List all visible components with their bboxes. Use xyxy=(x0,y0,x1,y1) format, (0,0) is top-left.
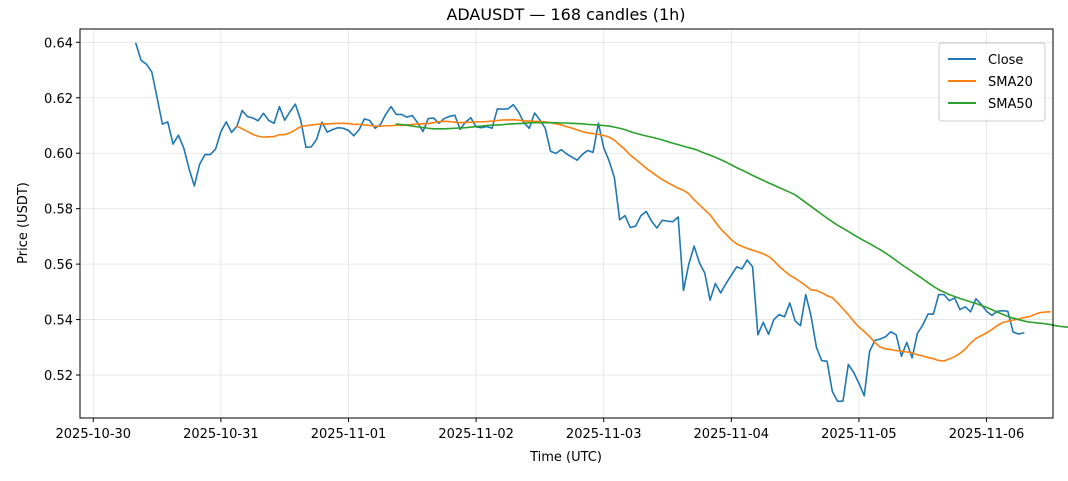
series-lines xyxy=(135,42,1068,403)
legend-label-sma20: SMA20 xyxy=(988,75,1033,90)
series-line-sma20 xyxy=(236,118,1052,362)
x-tick-label: 2025-11-04 xyxy=(694,427,770,442)
x-tick-label: 2025-10-30 xyxy=(56,427,132,442)
chart-title: ADAUSDT — 168 candles (1h) xyxy=(446,5,685,24)
x-tick-label: 2025-11-06 xyxy=(949,427,1025,442)
y-axis-title: Price (USDT) xyxy=(16,182,31,264)
x-tick-label: 2025-11-05 xyxy=(821,427,897,442)
y-tick-label: 0.62 xyxy=(44,92,73,107)
x-tick-label: 2025-11-03 xyxy=(566,427,642,442)
y-tick-label: 0.56 xyxy=(44,258,73,273)
y-tick-label: 0.64 xyxy=(44,36,73,51)
series-line-sma50 xyxy=(395,121,1068,329)
legend: Close SMA20 SMA50 xyxy=(938,42,1046,122)
legend-label-sma50: SMA50 xyxy=(988,97,1033,112)
legend-label-close: Close xyxy=(988,53,1023,68)
y-tick-label: 0.58 xyxy=(44,203,73,218)
y-tick-label: 0.54 xyxy=(44,314,73,329)
legend-box xyxy=(938,42,1046,122)
x-axis-title: Time (UTC) xyxy=(529,450,602,465)
plot-frame xyxy=(79,28,1054,419)
y-tick-label: 0.52 xyxy=(44,369,73,384)
series-line-close xyxy=(135,42,1025,403)
axis-ticks: 2025-10-30 2025-10-31 2025-11-01 2025-11-02… xyxy=(44,36,1024,442)
x-tick-label: 2025-11-01 xyxy=(311,427,387,442)
x-tick-label: 2025-10-31 xyxy=(183,427,259,442)
x-tick-label: 2025-11-02 xyxy=(438,427,514,442)
y-tick-label: 0.60 xyxy=(44,147,73,162)
